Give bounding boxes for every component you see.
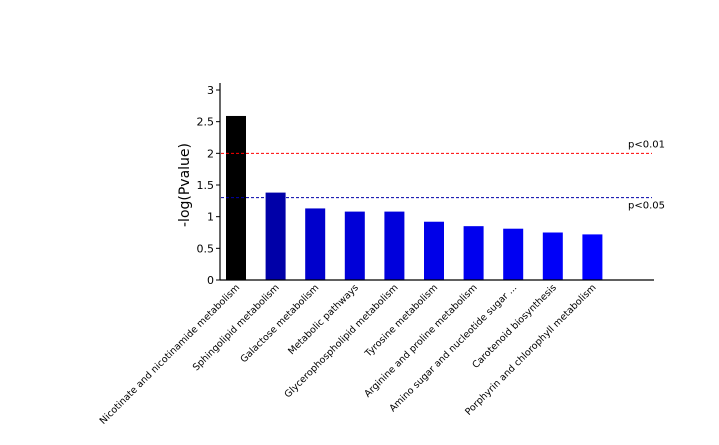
bars-layer [226, 115, 603, 280]
x-tick-label: Galactose metabolism [238, 282, 321, 365]
x-tick-labels-layer: Nicotinate and nicotinamide metabolismSp… [98, 282, 599, 426]
y-tick-label: 1 [207, 211, 214, 224]
y-tick-label: 2 [207, 147, 214, 160]
bar [582, 234, 603, 280]
y-ticks-layer: 0 0.5 1 1.5 2 2.5 3 [197, 84, 220, 287]
y-tick-label: 1.5 [197, 179, 215, 192]
reference-line-label: p<0.01 [628, 139, 665, 150]
y-tick-label: 3 [207, 84, 214, 97]
x-tick-label: Tyrosine metabolism [362, 282, 440, 360]
bar [265, 192, 286, 280]
y-tick-label: 0.5 [197, 242, 215, 255]
bar [384, 211, 405, 280]
bar [542, 232, 563, 280]
bar [305, 208, 326, 280]
bar [463, 226, 484, 280]
bar [344, 211, 365, 280]
axes-layer [219, 83, 654, 281]
reference-lines-layer: p<0.01 p<0.05 [221, 139, 665, 212]
bar [424, 221, 444, 280]
bar [503, 228, 524, 280]
x-tick-label: Metabolic pathways [286, 282, 361, 357]
x-tick-label: Nicotinate and nicotinamide metabolism [98, 282, 242, 426]
reference-line-label: p<0.05 [628, 201, 665, 212]
y-tick-label: 0 [207, 274, 214, 287]
y-axis-title: -log(Pvalue) [177, 143, 193, 227]
y-tick-label: 2.5 [197, 116, 215, 129]
